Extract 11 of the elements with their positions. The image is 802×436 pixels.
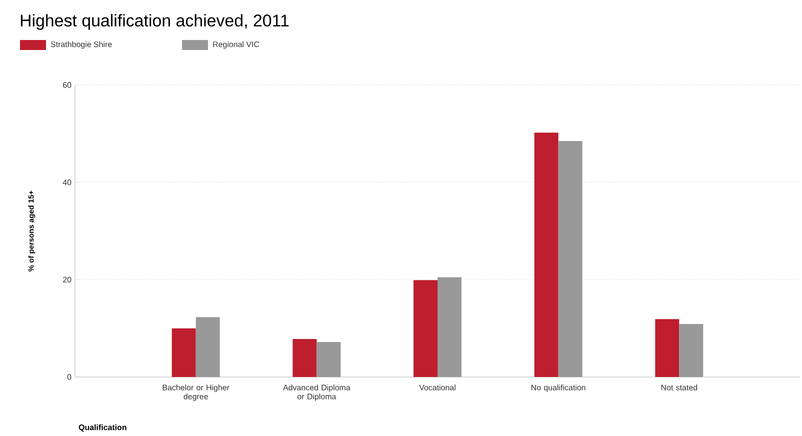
bar [655,319,680,377]
bar [316,342,341,377]
bar [558,140,582,377]
bar [438,277,462,377]
bar [534,132,558,377]
bar [679,324,704,377]
chart-title: Highest qualification achieved, 2011 [20,14,289,30]
bar [172,328,196,377]
bar [196,317,220,377]
bar [414,280,438,377]
bar [292,339,317,377]
